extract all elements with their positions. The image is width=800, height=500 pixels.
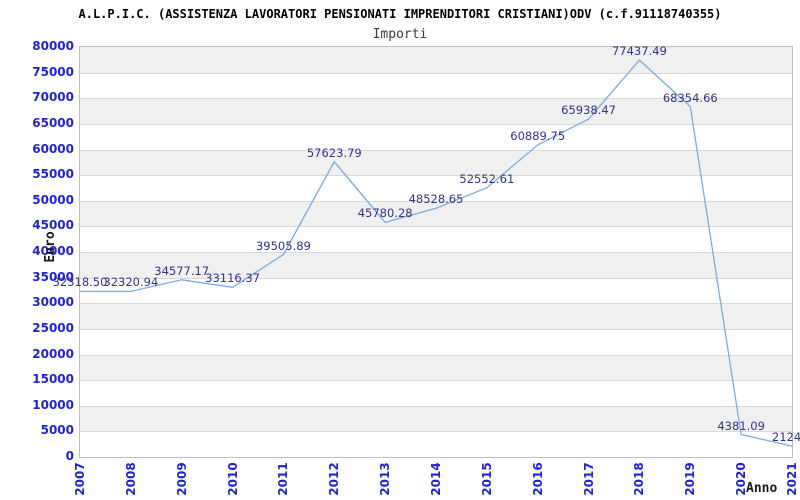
point-value-label: 60889.75 [510,128,566,143]
plot-border [79,46,793,458]
x-tick-label: 2019 [683,462,698,496]
x-tick-label: 2011 [276,462,291,496]
y-tick-label: 80000 [32,39,74,53]
y-tick-label: 25000 [32,320,74,335]
y-tick-label: 60000 [32,141,74,156]
y-tick-label: 20000 [32,346,74,361]
point-value-label: 4381.09 [717,418,765,433]
point-value-label: 33116.37 [205,271,260,286]
point-value-label: 77437.49 [611,44,667,59]
point-value-label: 45780.28 [357,206,413,221]
point-value-label: 39505.89 [255,238,311,253]
x-tick-label: 2009 [174,462,189,496]
y-tick-label: 0 [65,449,74,463]
point-value-label: 57623.79 [306,145,362,160]
point-value-label: 32318.50 [52,275,108,290]
y-tick-label: 15000 [32,372,74,387]
x-tick-label: 2018 [632,462,647,496]
x-tick-label: 2007 [73,462,87,496]
chart-title: A.L.P.I.C. (ASSISTENZA LAVORATORI PENSIO… [78,7,722,21]
x-tick-label: 2014 [429,462,443,496]
point-value-label: 34577.17 [154,263,210,278]
x-tick-label: 2010 [225,462,240,496]
y-tick-label: 40000 [32,244,74,258]
x-axis-title: Anno [746,481,778,496]
x-tick-label: 2013 [378,462,393,496]
y-tick-label: 45000 [32,218,74,233]
y-tick-label: 10000 [32,397,74,412]
x-tick-label: 2015 [479,462,494,496]
y-axis-title: Euro [42,231,58,263]
point-value-label: 65938.47 [561,103,616,118]
y-tick-label: 70000 [32,90,74,105]
x-tick-label: 2008 [123,462,138,496]
point-value-label: 48528.65 [408,192,464,207]
chart-subtitle: Importi [372,27,428,42]
y-tick-label: 35000 [32,269,74,284]
point-value-label: 2124.1 [771,430,800,445]
x-tick-label: 2016 [530,462,545,496]
y-tick-label: 5000 [40,423,74,438]
x-tick-label: 2017 [581,462,596,496]
point-value-label: 52552.61 [459,171,515,186]
y-tick-label: 30000 [32,295,74,310]
y-tick-label: 55000 [32,167,74,182]
y-tick-label: 65000 [32,115,74,130]
y-tick-label: 75000 [32,64,74,79]
y-tick-label: 50000 [32,192,74,207]
x-tick-label: 2012 [327,462,342,496]
point-value-label: 32320.94 [103,275,159,290]
point-value-label: 68354.66 [662,90,718,105]
